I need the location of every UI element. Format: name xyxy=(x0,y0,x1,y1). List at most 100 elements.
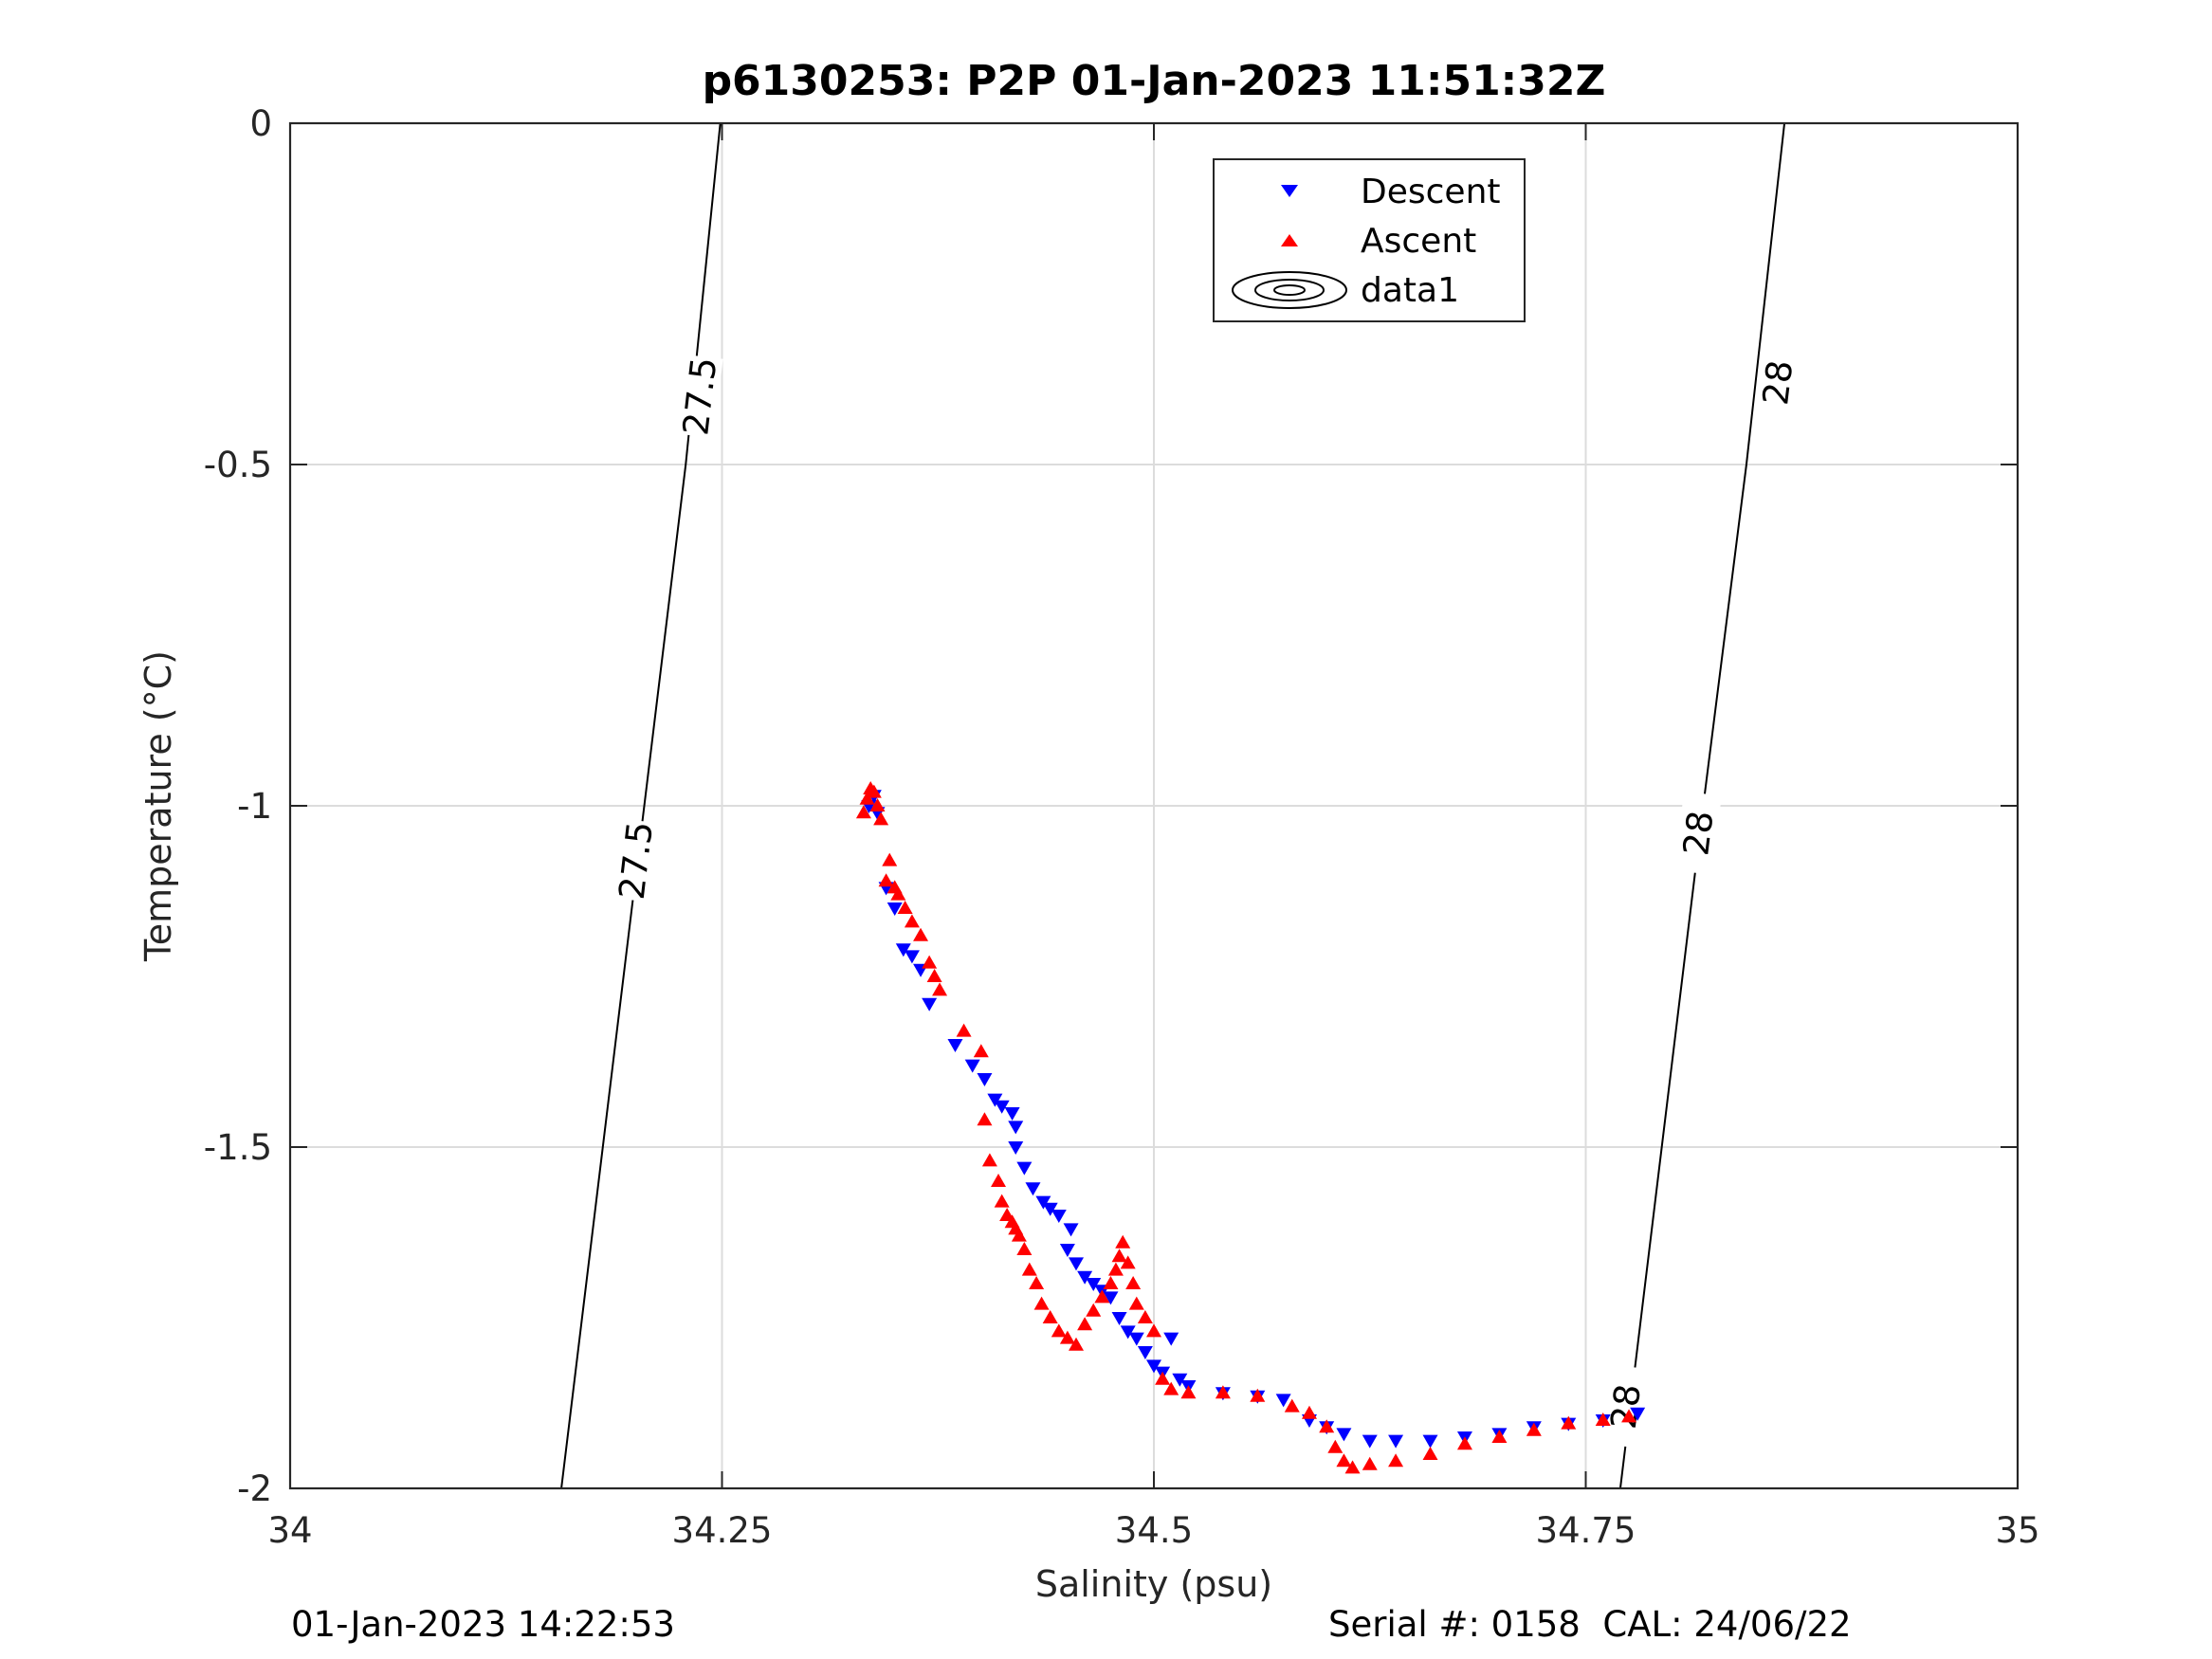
data-point-ascent xyxy=(1561,1415,1577,1430)
contour-label: 28 xyxy=(1603,1382,1649,1431)
y-tick-label: -0.5 xyxy=(204,445,272,485)
legend-data1-label: data1 xyxy=(1361,271,1459,310)
data-point-ascent xyxy=(1284,1398,1300,1413)
data-point-ascent xyxy=(1115,1234,1131,1249)
data-point-descent xyxy=(1077,1270,1093,1285)
data-point-ascent xyxy=(866,784,882,798)
data-point-descent xyxy=(922,997,938,1012)
footer-serial-cal: Serial #: 0158 CAL: 24/06/22 xyxy=(1328,1604,1852,1645)
data-point-descent xyxy=(904,950,920,964)
data-point-ascent xyxy=(897,901,913,914)
data-point-ascent xyxy=(1042,1310,1058,1323)
data-point-ascent xyxy=(1011,1228,1027,1242)
data-point-ascent xyxy=(1163,1381,1179,1395)
data-point-ascent xyxy=(1103,1276,1119,1289)
data-point-ascent xyxy=(1016,1242,1033,1255)
contour-line xyxy=(1618,122,1786,1489)
contour-line xyxy=(560,122,722,1489)
data-point-ascent xyxy=(904,914,920,928)
data-point-descent xyxy=(895,943,911,957)
legend-box xyxy=(1213,158,1526,322)
data-point-descent xyxy=(1016,1161,1033,1176)
series-ascent xyxy=(855,781,1637,1474)
data-point-ascent xyxy=(1029,1276,1045,1289)
data-point-ascent xyxy=(890,886,906,901)
data-point-ascent xyxy=(1155,1371,1171,1385)
data-point-ascent xyxy=(1107,1262,1124,1276)
x-axis-label: Salinity (psu) xyxy=(1035,1563,1272,1605)
data-point-ascent xyxy=(922,955,938,969)
y-tick-label: -1 xyxy=(237,786,272,827)
data-point-ascent xyxy=(977,1112,993,1126)
contour-label: 28 xyxy=(1755,358,1801,408)
data-point-ascent xyxy=(1111,1249,1127,1263)
data-point-descent xyxy=(1042,1202,1058,1216)
data-point-ascent xyxy=(859,791,875,805)
x-axis-ticks: 34 34.25 34.5 34.75 35 xyxy=(267,123,2040,1551)
data-point-ascent xyxy=(1021,1262,1037,1276)
data-point-ascent xyxy=(1327,1439,1344,1453)
data-point-ascent xyxy=(1086,1303,1102,1317)
contour-label-background xyxy=(1753,340,1801,425)
data-point-ascent xyxy=(994,1194,1010,1208)
data-point-descent xyxy=(964,1059,980,1073)
data-point-descent xyxy=(1103,1291,1119,1305)
data-point-ascent xyxy=(1491,1430,1508,1443)
y-tick-label: -1.5 xyxy=(204,1127,272,1168)
data-point-descent xyxy=(1422,1434,1438,1449)
y-tick-label: -2 xyxy=(237,1468,272,1509)
data-point-ascent xyxy=(1362,1456,1378,1470)
data-point-descent xyxy=(1069,1257,1085,1271)
data-point-ascent xyxy=(1059,1330,1075,1344)
data-point-ascent xyxy=(1526,1422,1542,1436)
y-tick-label: 0 xyxy=(249,103,272,144)
data-point-descent xyxy=(1172,1373,1188,1387)
data-point-descent xyxy=(1111,1312,1127,1325)
data-point-descent xyxy=(1051,1210,1067,1223)
data-point-descent xyxy=(1630,1407,1646,1421)
legend-contour-icon xyxy=(1232,271,1347,309)
y-axis-ticks: 0 -0.5 -1 -1.5 -2 xyxy=(204,103,2018,1509)
data-point-ascent xyxy=(1120,1255,1136,1269)
density-contours: 27.5 27.5 28 28 28 xyxy=(560,122,1801,1489)
data-point-descent xyxy=(1362,1434,1378,1449)
data-point-descent xyxy=(1120,1325,1136,1340)
data-point-ascent xyxy=(1125,1276,1142,1289)
data-point-ascent xyxy=(882,852,898,866)
data-point-ascent xyxy=(1621,1409,1637,1423)
data-point-descent xyxy=(947,1039,963,1052)
data-point-ascent xyxy=(1456,1436,1472,1450)
x-tick-label: 34.25 xyxy=(672,1510,773,1551)
x-tick-label: 34.75 xyxy=(1536,1510,1636,1551)
data-point-descent xyxy=(1035,1195,1051,1210)
data-point-ascent xyxy=(1128,1296,1144,1310)
data-point-ascent xyxy=(1319,1419,1335,1433)
data-point-descent xyxy=(977,1073,993,1086)
data-point-descent xyxy=(1146,1359,1161,1374)
data-point-ascent xyxy=(1388,1453,1404,1468)
data-point-descent xyxy=(1025,1182,1041,1196)
data-point-descent xyxy=(987,1093,1003,1107)
data-point-ascent xyxy=(878,873,894,887)
data-point-ascent xyxy=(981,1153,997,1167)
legend-ascent-marker xyxy=(1281,234,1298,246)
contour-label-background xyxy=(676,354,723,439)
legend-descent-label: Descent xyxy=(1361,173,1501,211)
data-point-ascent xyxy=(1595,1413,1611,1426)
chart-title: p6130253: P2P 01-Jan-2023 11:51:32Z xyxy=(703,57,1606,105)
data-point-ascent xyxy=(1250,1388,1266,1402)
y-axis-label: Temperature (°C) xyxy=(137,650,179,962)
data-point-ascent xyxy=(1094,1289,1110,1304)
data-point-descent xyxy=(1388,1434,1404,1449)
data-point-descent xyxy=(994,1100,1010,1114)
data-point-descent xyxy=(1275,1394,1291,1408)
data-point-ascent xyxy=(855,805,871,819)
data-point-descent xyxy=(1063,1223,1079,1237)
data-point-ascent xyxy=(1344,1460,1361,1474)
data-point-ascent xyxy=(1033,1296,1050,1310)
data-point-ascent xyxy=(1051,1323,1067,1338)
data-point-ascent xyxy=(1069,1337,1085,1351)
data-point-descent xyxy=(1004,1107,1020,1121)
data-point-ascent xyxy=(991,1174,1007,1187)
data-point-descent xyxy=(1059,1244,1075,1257)
